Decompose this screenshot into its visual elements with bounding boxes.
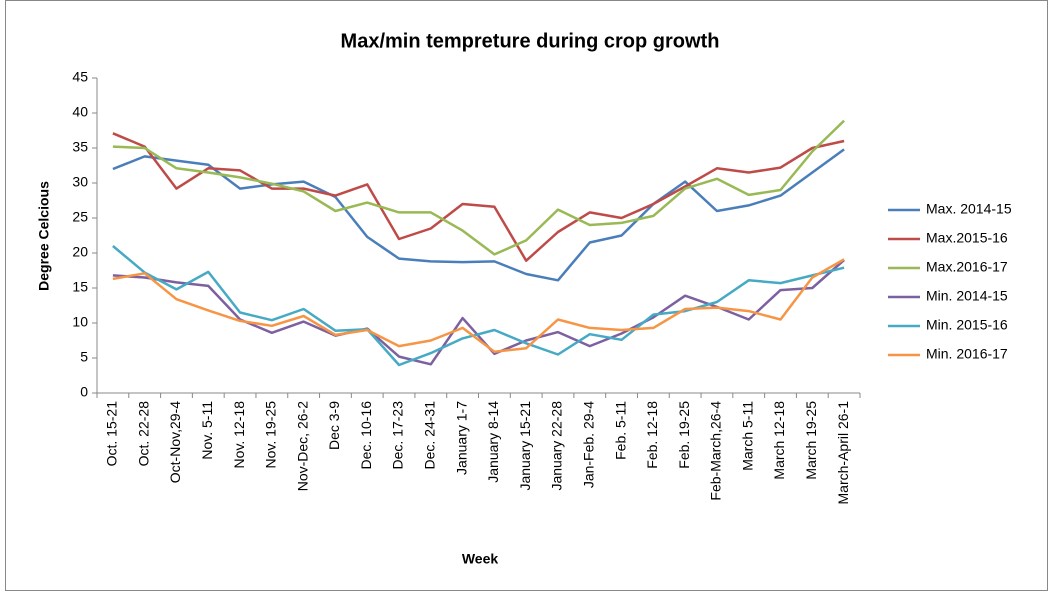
data-line bbox=[112, 148, 845, 282]
x-tick-label: January 15-21 bbox=[517, 401, 533, 491]
x-tick-label: Nov. 5-11 bbox=[199, 401, 215, 460]
data-line bbox=[112, 258, 845, 353]
legend-label: Min. 2015-16 bbox=[926, 317, 1008, 333]
x-axis-label: Week bbox=[462, 551, 499, 567]
x-tick-label: Oct. 15-21 bbox=[104, 401, 120, 467]
x-tick-label: Feb. 5-11 bbox=[612, 401, 628, 460]
legend-label: Max.2015-16 bbox=[926, 230, 1008, 246]
legend-label: Min. 2014-15 bbox=[926, 288, 1008, 304]
x-tick-label: Nov. 19-25 bbox=[263, 401, 279, 469]
legend-label: Max.2016-17 bbox=[926, 259, 1008, 275]
y-tick-label: 15 bbox=[72, 279, 88, 295]
x-tick-label: January 8-14 bbox=[485, 401, 501, 483]
data-line bbox=[112, 245, 845, 367]
y-tick-label: 30 bbox=[72, 174, 88, 190]
x-tick-label: March-April 26-1 bbox=[835, 401, 851, 505]
x-tick-label: Feb. 12-18 bbox=[644, 401, 660, 469]
x-tick-label: Nov. 12-18 bbox=[231, 401, 247, 469]
x-tick-label: Feb. 19-25 bbox=[676, 401, 692, 469]
y-tick-label: 0 bbox=[80, 384, 88, 400]
x-tick-label: January 1-7 bbox=[453, 401, 469, 475]
x-tick-label: Dec. 24-31 bbox=[422, 401, 438, 470]
data-line bbox=[112, 119, 845, 256]
legend-label: Max. 2014-15 bbox=[926, 201, 1012, 217]
x-tick-label: Nov-Dec, 26-2 bbox=[294, 401, 310, 491]
x-tick-label: Oct-Nov,29-4 bbox=[167, 401, 183, 483]
y-axis-label: Degree Celcious bbox=[36, 181, 52, 291]
x-tick-label: January 22-28 bbox=[549, 401, 565, 491]
y-tick-label: 25 bbox=[72, 209, 88, 225]
y-tick-label: 35 bbox=[72, 139, 88, 155]
x-tick-label: March 5-11 bbox=[739, 401, 755, 471]
x-tick-label: March 12-18 bbox=[771, 401, 787, 480]
x-tick-label: Dec. 10-16 bbox=[358, 401, 374, 470]
y-tick-label: 10 bbox=[72, 314, 88, 330]
chart-border bbox=[5, 0, 1048, 591]
chart-title: Max/min tempreture during crop growth bbox=[341, 30, 720, 52]
legend-label: Min. 2016-17 bbox=[926, 346, 1008, 362]
x-tick-label: Dec 3-9 bbox=[326, 401, 342, 450]
data-line bbox=[112, 132, 845, 262]
x-tick-label: Oct. 22-28 bbox=[135, 401, 151, 467]
x-tick-label: March 19-25 bbox=[803, 401, 819, 480]
x-tick-label: Feb-March,26-4 bbox=[708, 401, 724, 501]
x-tick-label: Dec. 17-23 bbox=[390, 401, 406, 470]
y-tick-label: 20 bbox=[72, 244, 88, 260]
y-tick-label: 5 bbox=[80, 349, 88, 365]
y-tick-label: 45 bbox=[72, 69, 88, 85]
y-tick-label: 40 bbox=[72, 104, 88, 120]
x-tick-label: Jan-Feb. 29-4 bbox=[580, 401, 596, 488]
